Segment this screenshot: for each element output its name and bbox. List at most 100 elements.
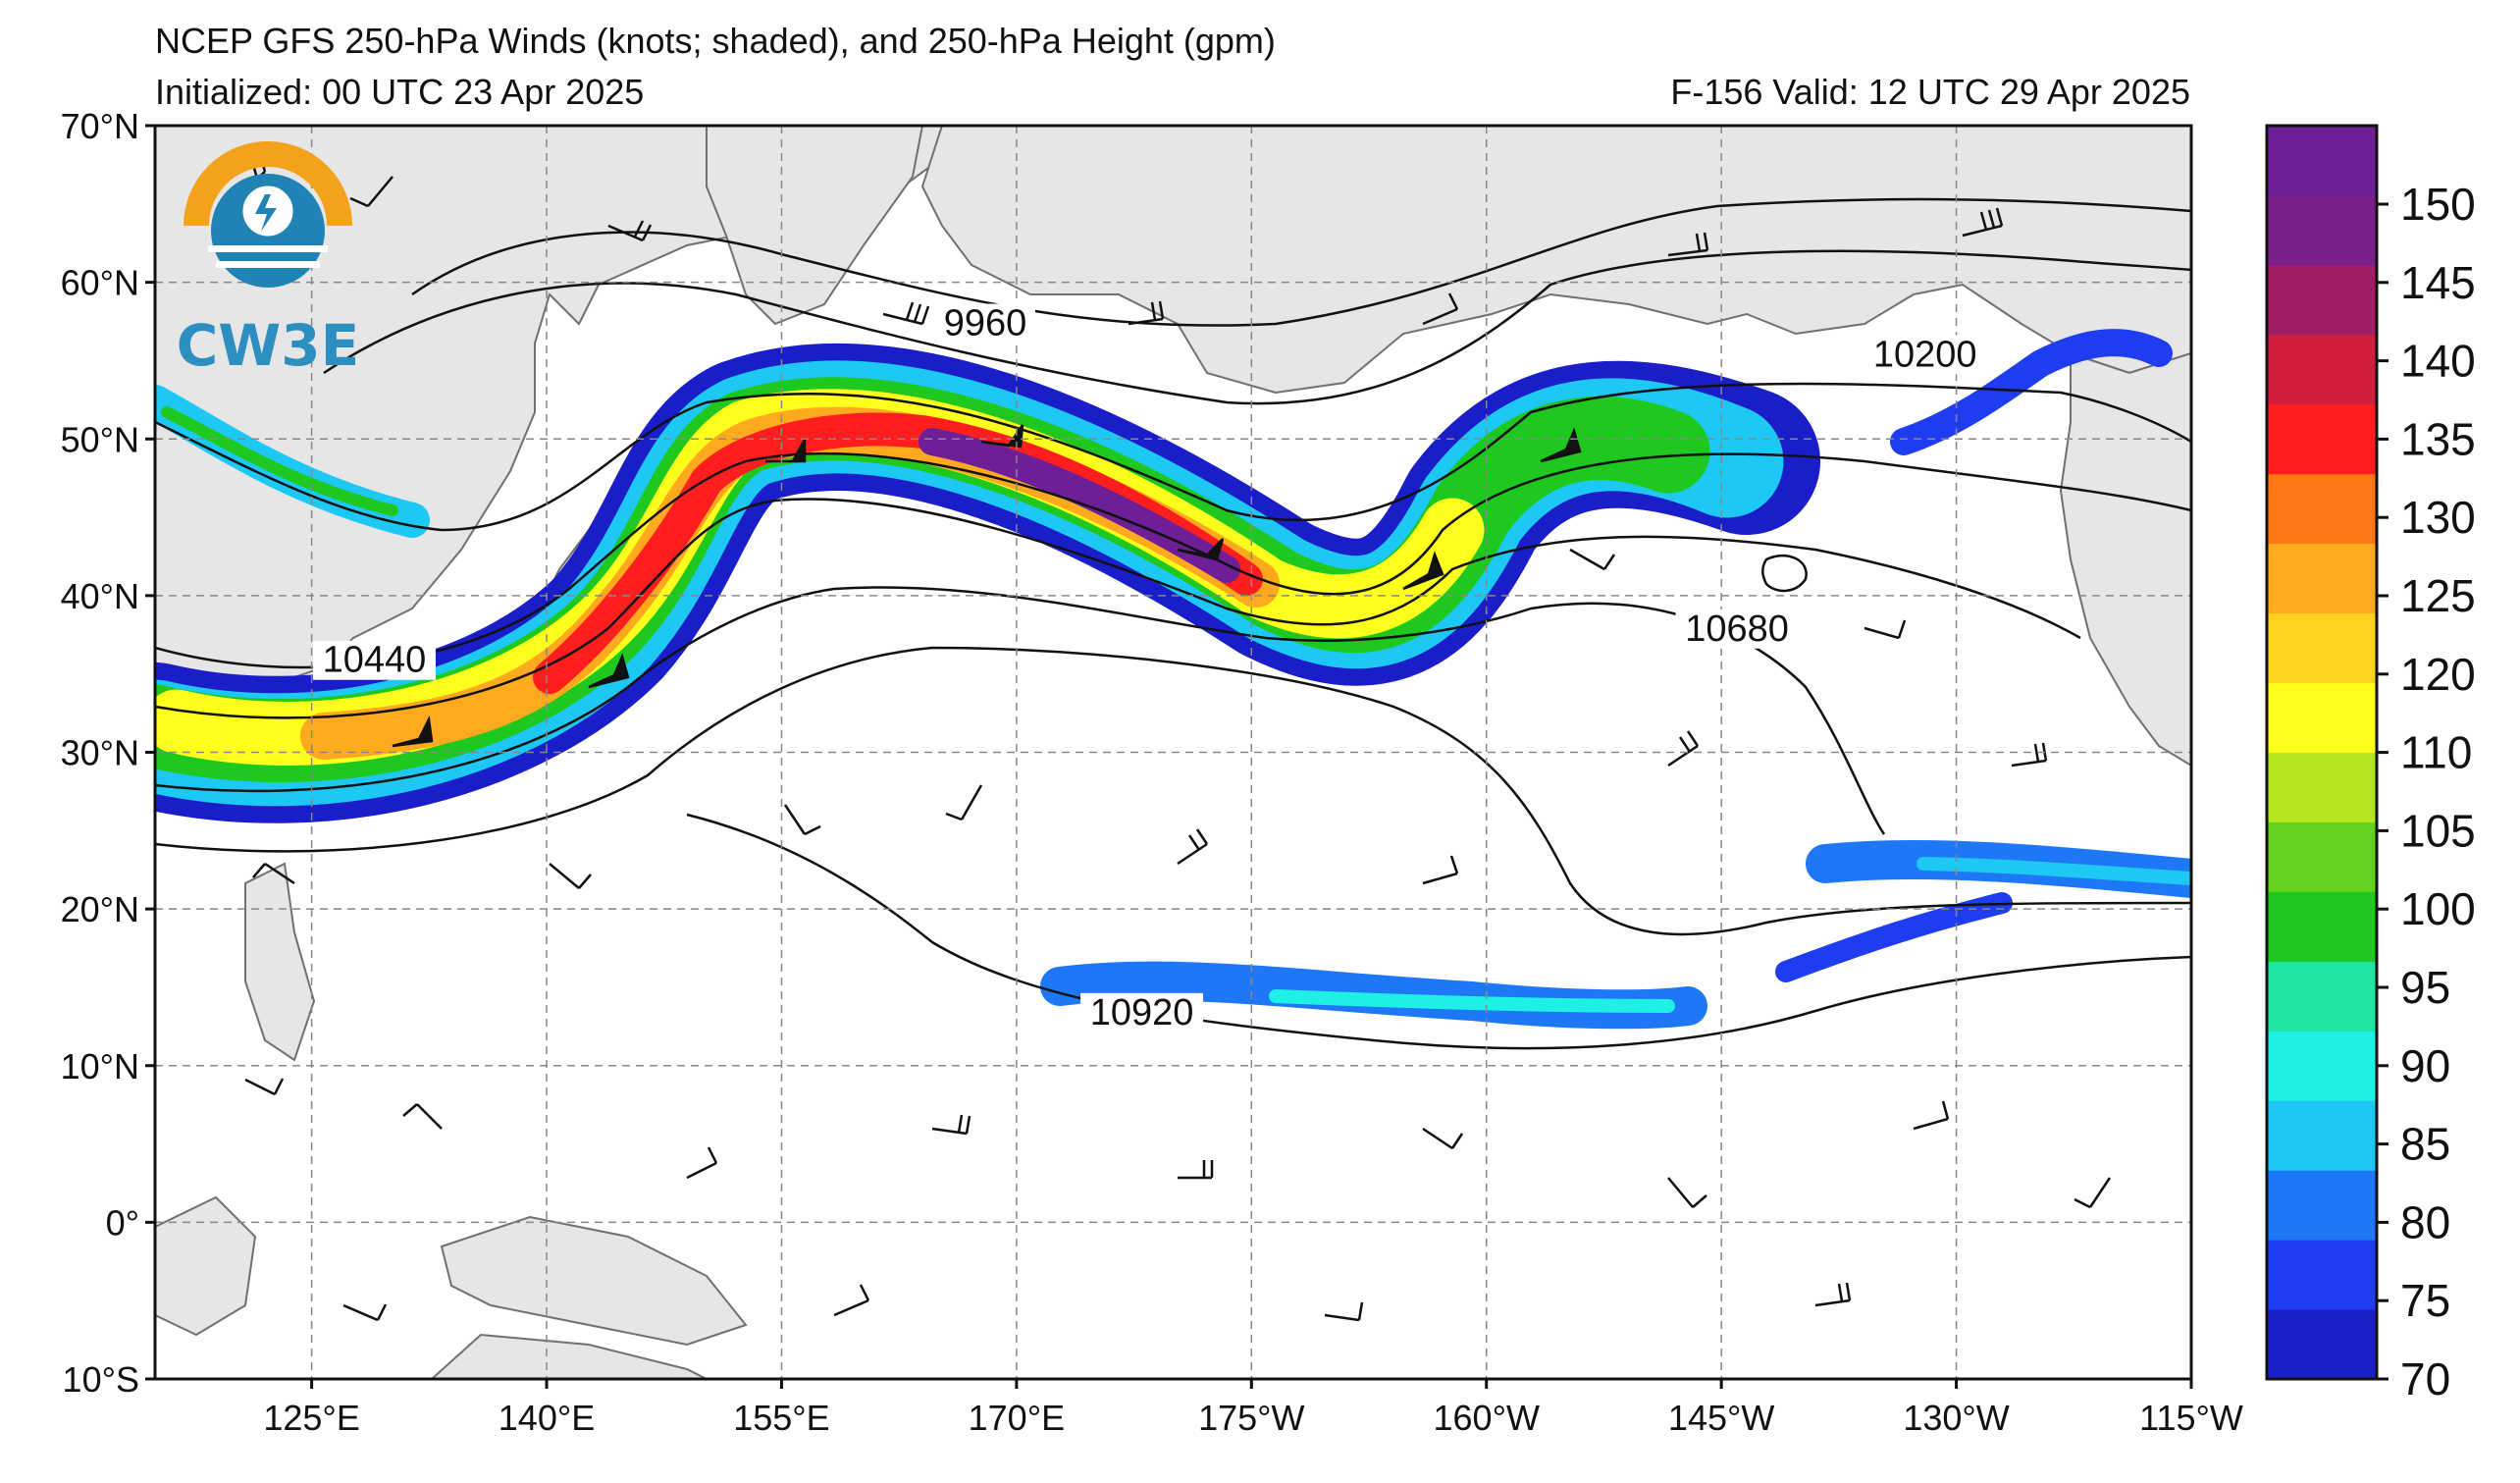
land-kamchatka: [706, 126, 924, 326]
wind-barb: [1422, 1127, 1464, 1150]
colorbar-label: 80: [2400, 1196, 2450, 1247]
lon-label: 175°W: [1198, 1398, 1304, 1438]
contour-label: 10680: [1685, 609, 1789, 650]
wind-barb: [2074, 1177, 2112, 1209]
jet-upper-left-core: [161, 406, 398, 516]
colorbar-segment: [2267, 543, 2377, 614]
lon-label: 170°E: [969, 1398, 1065, 1438]
contour: [155, 646, 2191, 936]
colorbar-label: 150: [2400, 179, 2476, 230]
wind-barb: [1814, 1282, 1852, 1307]
lon-label: 125°E: [263, 1398, 359, 1438]
contour-label: 9960: [944, 303, 1027, 344]
wind-barb-pennant: [1177, 538, 1225, 561]
contour-label-bg: [312, 640, 436, 680]
wind-barb: [1913, 1100, 1950, 1131]
colorbar-label: 145: [2400, 257, 2476, 308]
colorbar-segment: [2267, 961, 2377, 1032]
contour-labels: 9960 10200 10440 10680 10920: [312, 303, 1987, 1033]
lat-label: 70°N: [61, 106, 139, 146]
contour-label: 10920: [1090, 992, 1194, 1033]
contour: [411, 197, 2191, 327]
lon-label: 160°W: [1434, 1398, 1540, 1438]
wind-barb: [349, 176, 394, 208]
colorbar-label: 140: [2400, 336, 2476, 387]
colorbar-segment: [2267, 264, 2377, 336]
contour-label-bg: [1675, 609, 1799, 649]
colorbar-segment: [2267, 403, 2377, 475]
colorbar-labels: 70 75 80 85 90 95 100 105 110 120 125 130 135 140 145 1…: [2377, 179, 2476, 1404]
contour-label-bg: [1864, 335, 1987, 375]
wind-barb: [1667, 232, 1709, 257]
lat-label: 20°N: [61, 889, 139, 929]
wind-barb: [1422, 292, 1459, 326]
colorbar-segment: [2267, 473, 2377, 545]
colorbar-label: 120: [2400, 649, 2476, 700]
lon-label: 145°W: [1668, 1398, 1774, 1438]
cw3e-logo: CW3E: [177, 141, 359, 379]
land-masses: [155, 126, 2191, 1379]
wind-barb: [1864, 619, 1907, 640]
lat-label: 10°N: [61, 1046, 139, 1086]
colorbar: [2267, 126, 2377, 1380]
lon-label: 155°E: [733, 1398, 829, 1438]
axis-labels: 70°N 60°N 50°N 40°N 30°N 20°N 10°N 0° 10°S 125°E 1…: [61, 106, 2243, 1438]
colorbar-segment: [2267, 1031, 2377, 1101]
contour-closed: [1761, 554, 1808, 593]
map-plot-area: 9960 10200 10440 10680 10920: [155, 126, 2191, 1379]
wind-shading: [155, 329, 2191, 1030]
colorbar-label: 130: [2400, 492, 2476, 543]
wind-barb: [1962, 207, 2004, 238]
colorbar-label: 100: [2400, 883, 2476, 934]
wind-barb: [1422, 855, 1459, 885]
colorbar-label: 70: [2400, 1353, 2450, 1404]
lat-label: 30°N: [61, 733, 139, 773]
wind-barb: [1178, 1160, 1214, 1180]
land-alaska: [920, 126, 2191, 395]
colorbar-label: 85: [2400, 1119, 2450, 1170]
colorbar-label: 75: [2400, 1275, 2450, 1326]
contour: [323, 249, 2191, 405]
wind-barb: [402, 1103, 443, 1130]
contour-label: 10200: [1873, 334, 1977, 375]
wind-barb: [244, 1078, 285, 1096]
wind-barb: [1569, 548, 1616, 571]
jet-subtropical-c-core: [1916, 857, 2191, 885]
lon-label: 140°E: [499, 1398, 595, 1438]
colorbar-segment: [2267, 612, 2377, 684]
colorbar-label: 90: [2400, 1040, 2450, 1091]
lat-label: 40°N: [61, 576, 139, 616]
wind-barb: [549, 863, 592, 889]
lat-label: 10°S: [63, 1359, 139, 1400]
wind-barb: [1667, 730, 1700, 768]
axis-ticks: [145, 124, 2193, 1389]
contour-label: 10440: [323, 640, 427, 681]
colorbar-label: 95: [2400, 962, 2450, 1013]
logo-wave-1: [208, 245, 328, 252]
logo-ring-icon: [184, 141, 352, 227]
contour: [686, 813, 2191, 1050]
valid-time: F-156 Valid: 12 UTC 29 Apr 2025: [1670, 72, 2190, 112]
wind-barb-pennant: [1402, 551, 1444, 591]
wind-barb: [607, 220, 653, 242]
wind-barb: [1667, 1177, 1707, 1208]
colorbar-segment: [2267, 126, 2377, 196]
land-philippines: [244, 862, 316, 1062]
colorbar-label: 125: [2400, 570, 2476, 621]
contour-label-bg: [934, 303, 1035, 344]
contour: [155, 498, 2081, 719]
wind-barb: [945, 784, 983, 821]
wind-barb: [2011, 742, 2048, 768]
lon-label: 115°W: [2139, 1398, 2243, 1438]
height-contours: [155, 197, 2191, 1050]
land-newguinea: [440, 1215, 748, 1347]
jet-subtropical-a-core: [1269, 989, 1675, 1013]
logo-wave-2: [216, 261, 320, 268]
colorbar-segment: [2267, 1240, 2377, 1310]
map-title: NCEP GFS 250-hPa Winds (knots; shaded), …: [155, 21, 1276, 61]
wind-barb-pennant: [392, 715, 434, 748]
lat-label: 50°N: [61, 419, 139, 459]
jet-nw-coast: [1890, 329, 2173, 455]
wind-barb-pennant: [588, 653, 630, 689]
